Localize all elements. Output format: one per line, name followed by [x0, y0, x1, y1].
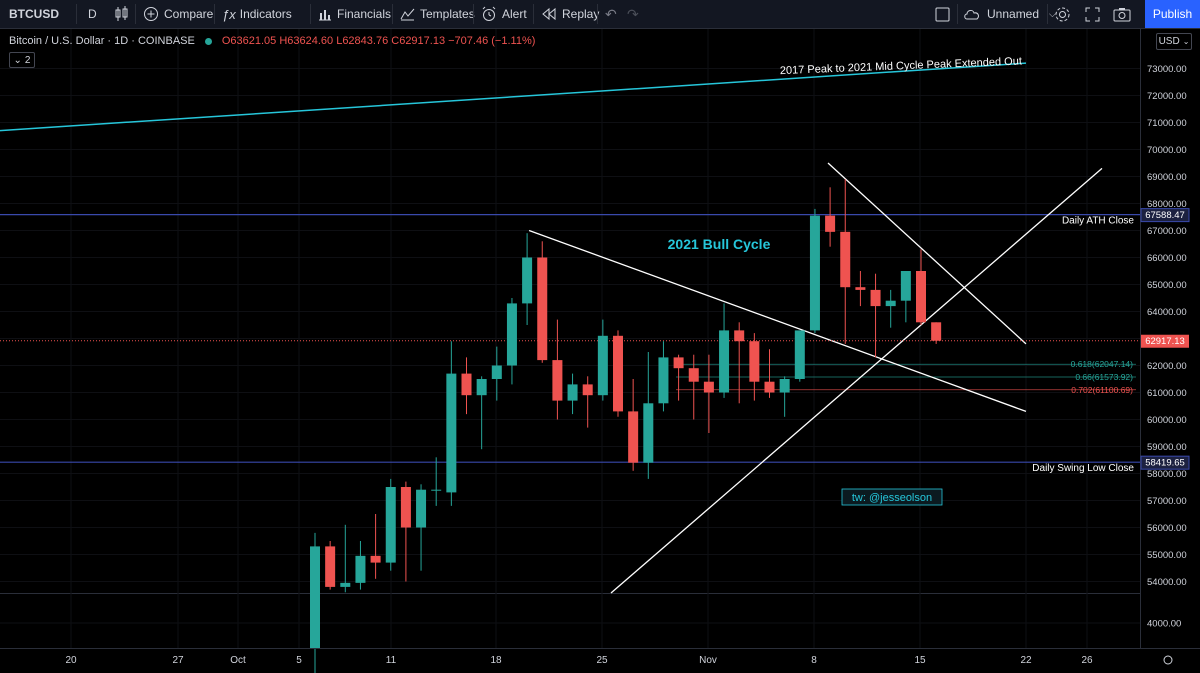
settings-button[interactable]	[1054, 0, 1071, 28]
indicators-button[interactable]: ƒx Indicators	[222, 0, 292, 28]
plus-circle-icon	[144, 7, 158, 21]
replay-label: Replay	[562, 7, 600, 21]
legend-title: Bitcoin / U.S. Dollar · 1D · COINBASE	[9, 35, 195, 47]
toolbar-divider	[1047, 4, 1048, 24]
publish-label: Publish	[1152, 7, 1193, 21]
toolbar-divider	[392, 4, 393, 24]
toolbar-divider	[533, 4, 534, 24]
alert-label: Alert	[502, 7, 527, 21]
financials-label: Financials	[337, 7, 392, 21]
toolbar-divider	[597, 4, 598, 24]
chart-type-button[interactable]	[114, 0, 130, 28]
function-icon: ƒx	[222, 6, 236, 22]
square-icon	[935, 7, 950, 21]
market-status-dot	[204, 37, 212, 45]
undo-icon[interactable]: ↶	[605, 5, 617, 22]
camera-icon	[1113, 7, 1131, 21]
candles-icon	[115, 6, 128, 21]
top-toolbar: BTCUSD D Compare ƒx Indicators Financial…	[0, 0, 1200, 29]
layout-menu[interactable]: Unnamed ⌵	[963, 0, 1056, 28]
replay-button[interactable]: Replay	[541, 0, 599, 28]
currency-label: USD	[1158, 36, 1180, 47]
chevron-down-icon: ⌵	[1049, 8, 1056, 19]
replay-icon	[542, 7, 556, 21]
alert-button[interactable]: Alert	[481, 0, 527, 28]
snapshot-button[interactable]	[1113, 0, 1131, 28]
compare-button[interactable]: Compare	[143, 0, 213, 28]
legend-collapse-button[interactable]: ⌄ 2	[9, 52, 35, 68]
indicators-label: Indicators	[239, 7, 292, 21]
toolbar-divider	[957, 4, 958, 24]
toolbar-divider	[214, 4, 215, 24]
symbol-search[interactable]: BTCUSD	[9, 0, 59, 28]
chart-area[interactable]	[0, 29, 1200, 673]
collapse-count: 2	[24, 54, 31, 66]
symbol-label: BTCUSD	[9, 7, 59, 21]
gear-icon	[1055, 7, 1070, 21]
compare-label: Compare	[164, 7, 214, 21]
expand-icon	[1085, 7, 1100, 21]
symbol-legend: Bitcoin / U.S. Dollar · 1D · COINBASE O6…	[9, 35, 535, 47]
cloud-icon	[964, 10, 979, 20]
toolbar-divider	[310, 4, 311, 24]
financials-button[interactable]: Financials	[318, 0, 391, 28]
chevron-down-icon: ⌄	[1182, 37, 1190, 46]
bar-chart-icon	[319, 10, 331, 21]
toolbar-divider	[135, 4, 136, 24]
layout-name: Unnamed	[987, 7, 1040, 21]
toolbar-divider	[473, 4, 474, 24]
toolbar-divider	[76, 4, 77, 24]
alarm-clock-icon	[482, 6, 496, 21]
interval-label: D	[88, 7, 97, 21]
fullscreen-toggle[interactable]	[935, 0, 950, 28]
templates-button[interactable]: Templates	[400, 0, 475, 28]
interval-button[interactable]: D	[88, 0, 97, 28]
redo-icon[interactable]: ↷	[627, 5, 639, 22]
currency-button[interactable]: USD ⌄	[1156, 33, 1192, 50]
legend-ohlc: O63621.05 H63624.60 L62843.76 C62917.13 …	[221, 35, 536, 47]
fullscreen-button[interactable]	[1085, 0, 1100, 28]
templates-label: Templates	[420, 7, 475, 21]
publish-button[interactable]: Publish	[1145, 0, 1200, 28]
templates-icon	[400, 8, 415, 21]
chevron-down-icon: ⌄	[13, 54, 22, 66]
